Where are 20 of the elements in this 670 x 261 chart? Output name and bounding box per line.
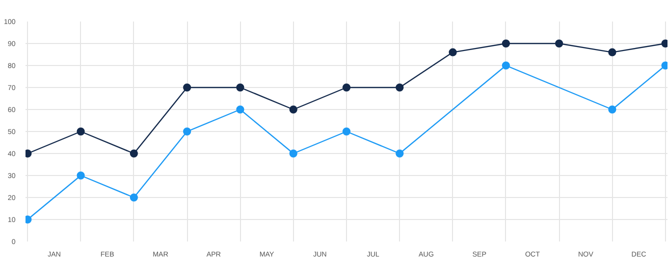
point	[502, 40, 510, 48]
point	[130, 194, 138, 202]
point	[183, 128, 192, 136]
point	[502, 62, 510, 70]
point	[342, 128, 350, 136]
point	[396, 84, 404, 92]
point	[76, 172, 85, 180]
point	[608, 48, 616, 56]
point	[448, 48, 457, 56]
point	[236, 106, 244, 114]
point	[396, 150, 404, 158]
point	[555, 40, 564, 48]
point	[608, 106, 616, 114]
point	[236, 84, 244, 92]
point	[76, 128, 85, 136]
point	[342, 84, 350, 92]
point	[183, 84, 192, 92]
point	[130, 150, 138, 158]
point	[289, 150, 298, 158]
point	[289, 106, 298, 114]
